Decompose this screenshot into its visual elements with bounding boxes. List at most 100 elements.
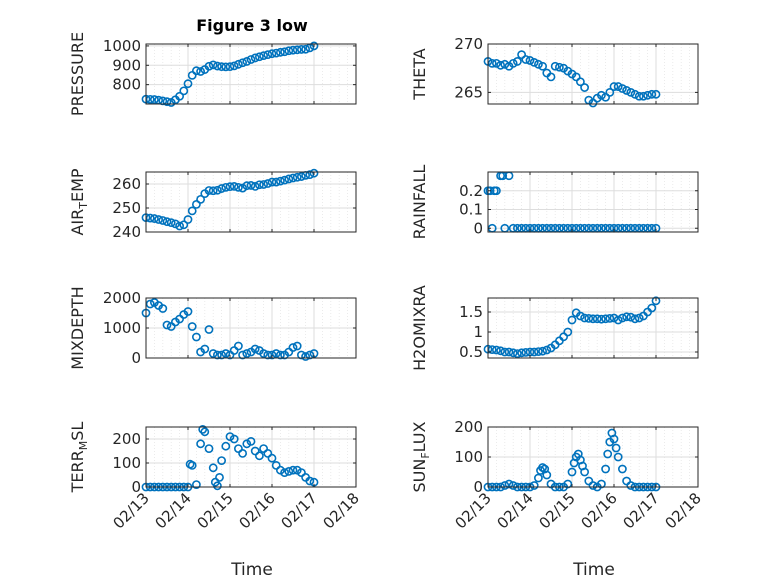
data-point xyxy=(158,96,168,106)
data-point xyxy=(487,58,497,68)
subplot-2: 265 270 THETA xyxy=(410,35,699,108)
data-point xyxy=(521,55,531,64)
y-tick-label: 250 xyxy=(112,199,141,217)
data-point xyxy=(212,481,222,491)
data-point xyxy=(225,182,235,192)
data-series xyxy=(483,296,661,358)
data-point xyxy=(284,174,294,184)
data-point xyxy=(191,66,201,76)
x-axis-label-right: Time xyxy=(572,560,615,580)
data-point xyxy=(229,434,239,444)
y-axis-label-tail: EMP xyxy=(68,168,87,202)
data-point xyxy=(158,216,168,225)
data-point xyxy=(508,58,518,68)
data-point xyxy=(485,186,495,196)
data-point xyxy=(296,45,306,54)
y-tick-label: 240 xyxy=(112,223,141,241)
y-axis-label-main: TERR xyxy=(68,450,87,493)
y-axis-label-subscript: T xyxy=(77,202,90,210)
y-axis-label-main: PRESSURE xyxy=(68,32,87,116)
data-point xyxy=(233,182,243,192)
data-point xyxy=(301,44,310,54)
data-point xyxy=(238,448,247,458)
y-tick-label: 200 xyxy=(454,418,483,436)
data-point xyxy=(154,215,163,224)
data-point xyxy=(212,61,222,71)
data-point xyxy=(280,175,289,185)
data-point xyxy=(263,179,273,188)
y-tick-label: 200 xyxy=(112,430,141,448)
data-point xyxy=(233,59,243,69)
data-point xyxy=(622,312,631,322)
data-point xyxy=(513,57,522,66)
data-point xyxy=(217,350,226,360)
data-point xyxy=(246,55,256,64)
data-point xyxy=(233,341,243,351)
y-axis-label-main: RAINFALL xyxy=(410,165,429,240)
data-point xyxy=(187,460,197,470)
data-point xyxy=(208,463,218,473)
data-point xyxy=(580,83,589,92)
y-axis-label-subscript: M xyxy=(77,441,90,451)
data-point xyxy=(542,345,552,355)
data-point xyxy=(500,59,510,69)
axes-box xyxy=(145,43,357,105)
data-point xyxy=(588,481,598,490)
data-point xyxy=(267,350,277,360)
data-point xyxy=(580,467,589,477)
data-point xyxy=(288,173,298,183)
data-point xyxy=(542,470,552,480)
data-point xyxy=(576,77,585,87)
data-point xyxy=(609,434,619,444)
data-point xyxy=(263,350,273,360)
data-point xyxy=(208,186,218,196)
data-point xyxy=(613,82,623,91)
data-point xyxy=(647,303,657,313)
data-point xyxy=(271,177,281,187)
data-point xyxy=(597,90,606,100)
data-point xyxy=(254,180,264,190)
data-point xyxy=(271,48,281,58)
data-point xyxy=(634,91,644,101)
data-point xyxy=(651,296,661,306)
data-point xyxy=(145,299,155,309)
y-axis-label: MIXDEPTH xyxy=(68,286,87,369)
data-point xyxy=(534,473,543,483)
y-axis-label: PRESSURE xyxy=(68,32,87,116)
data-point xyxy=(208,349,218,358)
data-point xyxy=(242,57,252,66)
data-point xyxy=(534,59,543,69)
subplot-4: 00.10.2 RAINFALL xyxy=(410,165,699,240)
data-point xyxy=(221,182,231,192)
data-point xyxy=(259,180,268,189)
data-point xyxy=(613,452,623,462)
data-point xyxy=(634,313,644,323)
data-point xyxy=(196,67,205,76)
data-point xyxy=(179,220,189,230)
y-axis-label-main: MIXDEPTH xyxy=(68,286,87,369)
y-axis-label: AIRTEMP xyxy=(68,168,90,235)
data-point xyxy=(145,213,155,223)
data-point xyxy=(200,344,210,354)
data-point xyxy=(250,53,260,63)
data-point xyxy=(280,47,289,57)
y-axis-label: TERRMSL xyxy=(68,422,90,494)
data-point xyxy=(284,46,294,56)
y-axis-label-main: AIR xyxy=(68,209,87,236)
data-point xyxy=(179,86,189,96)
figure-title: Figure 3 low xyxy=(196,16,308,35)
data-point xyxy=(292,45,302,55)
y-tick-label: 100 xyxy=(112,454,141,472)
data-point xyxy=(145,94,155,104)
data-point xyxy=(221,62,231,72)
data-point xyxy=(613,315,623,325)
data-series xyxy=(483,428,661,492)
y-axis-label: SUNFLUX xyxy=(410,421,432,492)
data-point xyxy=(639,91,648,101)
data-point xyxy=(609,82,619,91)
data-point xyxy=(491,345,501,355)
data-point xyxy=(529,57,539,67)
data-point xyxy=(250,181,260,191)
y-tick-label: 260 xyxy=(112,175,141,193)
y-axis-label: THETA xyxy=(410,48,429,100)
